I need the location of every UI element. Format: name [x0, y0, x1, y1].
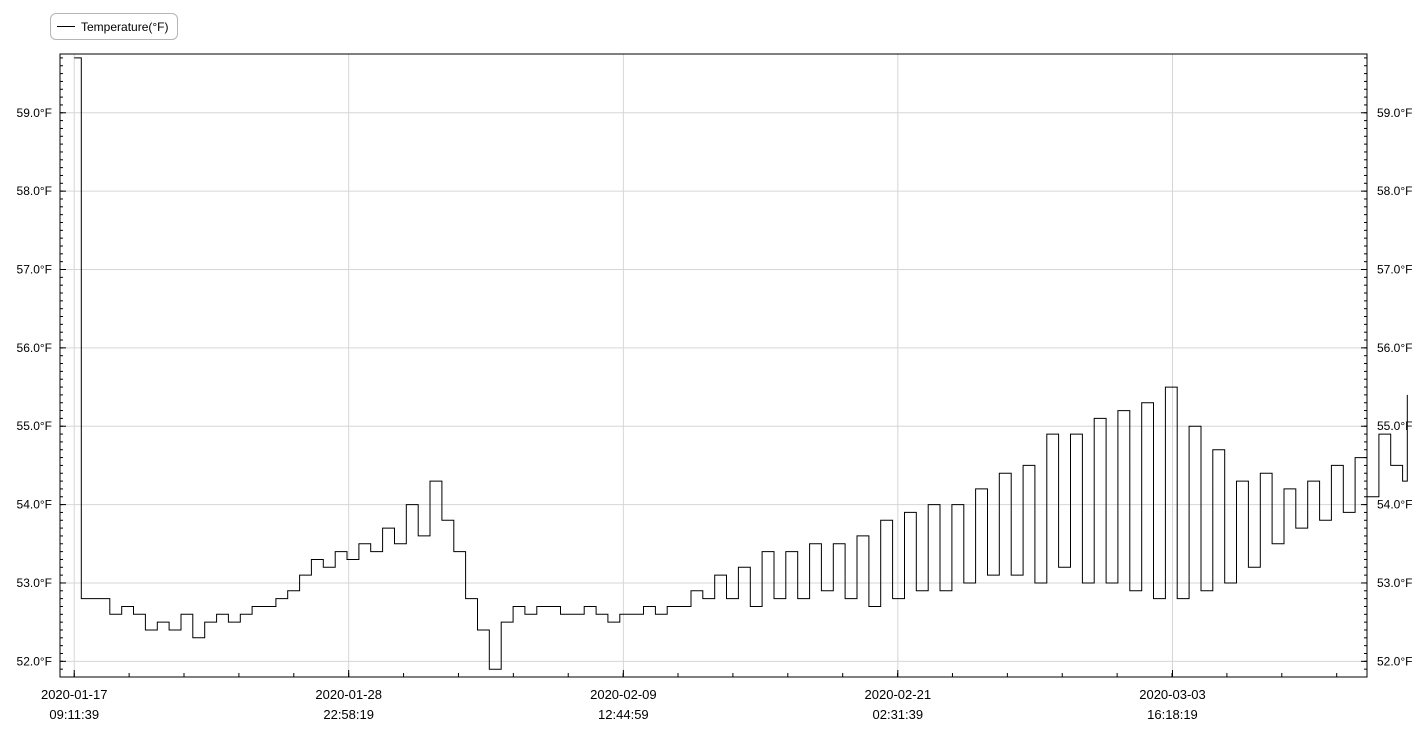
y-tick-label-left: 56.0°F [17, 341, 52, 355]
x-tick-label-date: 2020-02-09 [590, 687, 657, 702]
x-tick-label-date: 2020-01-17 [41, 687, 108, 702]
x-tick-label-date: 2020-01-28 [315, 687, 382, 702]
y-tick-label-right: 52.0°F [1377, 654, 1412, 668]
y-axis-right: 52.0°F 53.0°F 54.0°F 55.0°F 56.0°F 57.0°F 58.0… [1361, 106, 1412, 668]
x-axis: 2020-01-17 09:11:39 2020-01-28 22:58:19 2020… [41, 670, 1206, 722]
plot-area [59, 53, 1368, 678]
legend-line-swatch [57, 26, 75, 27]
x-tick-label-time: 02:31:39 [873, 707, 924, 722]
x-tick-label-date: 2020-02-21 [865, 687, 932, 702]
minor-ticks [60, 57, 1367, 678]
y-tick-label-left: 55.0°F [17, 419, 52, 433]
x-tick-label-time: 12:44:59 [598, 707, 649, 722]
y-tick-label-right: 53.0°F [1377, 576, 1412, 590]
y-tick-label-left: 59.0°F [17, 106, 52, 120]
temperature-series-line [74, 57, 1408, 670]
y-tick-label-right: 55.0°F [1377, 419, 1412, 433]
y-tick-label-left: 54.0°F [17, 498, 52, 512]
y-axis-left: 52.0°F 53.0°F 54.0°F 55.0°F 56.0°F 57.0°F 58.0… [17, 106, 66, 668]
legend: Temperature(°F) [50, 13, 178, 40]
legend-label: Temperature(°F) [81, 19, 169, 34]
x-tick-label-time: 09:11:39 [49, 707, 99, 722]
y-tick-label-right: 59.0°F [1377, 106, 1412, 120]
y-tick-label-left: 52.0°F [17, 654, 52, 668]
x-tick-label-date: 2020-03-03 [1139, 687, 1206, 702]
y-tick-label-left: 58.0°F [17, 184, 52, 198]
y-tick-label-left: 53.0°F [17, 576, 52, 590]
x-tick-label-time: 16:18:19 [1147, 707, 1198, 722]
y-tick-label-right: 57.0°F [1377, 263, 1412, 277]
y-tick-label-right: 56.0°F [1377, 341, 1412, 355]
x-tick-label-time: 22:58:19 [323, 707, 374, 722]
y-tick-label-right: 58.0°F [1377, 184, 1412, 198]
y-tick-label-left: 57.0°F [17, 263, 52, 277]
grid-lines [60, 54, 1367, 677]
y-tick-label-right: 54.0°F [1377, 498, 1412, 512]
